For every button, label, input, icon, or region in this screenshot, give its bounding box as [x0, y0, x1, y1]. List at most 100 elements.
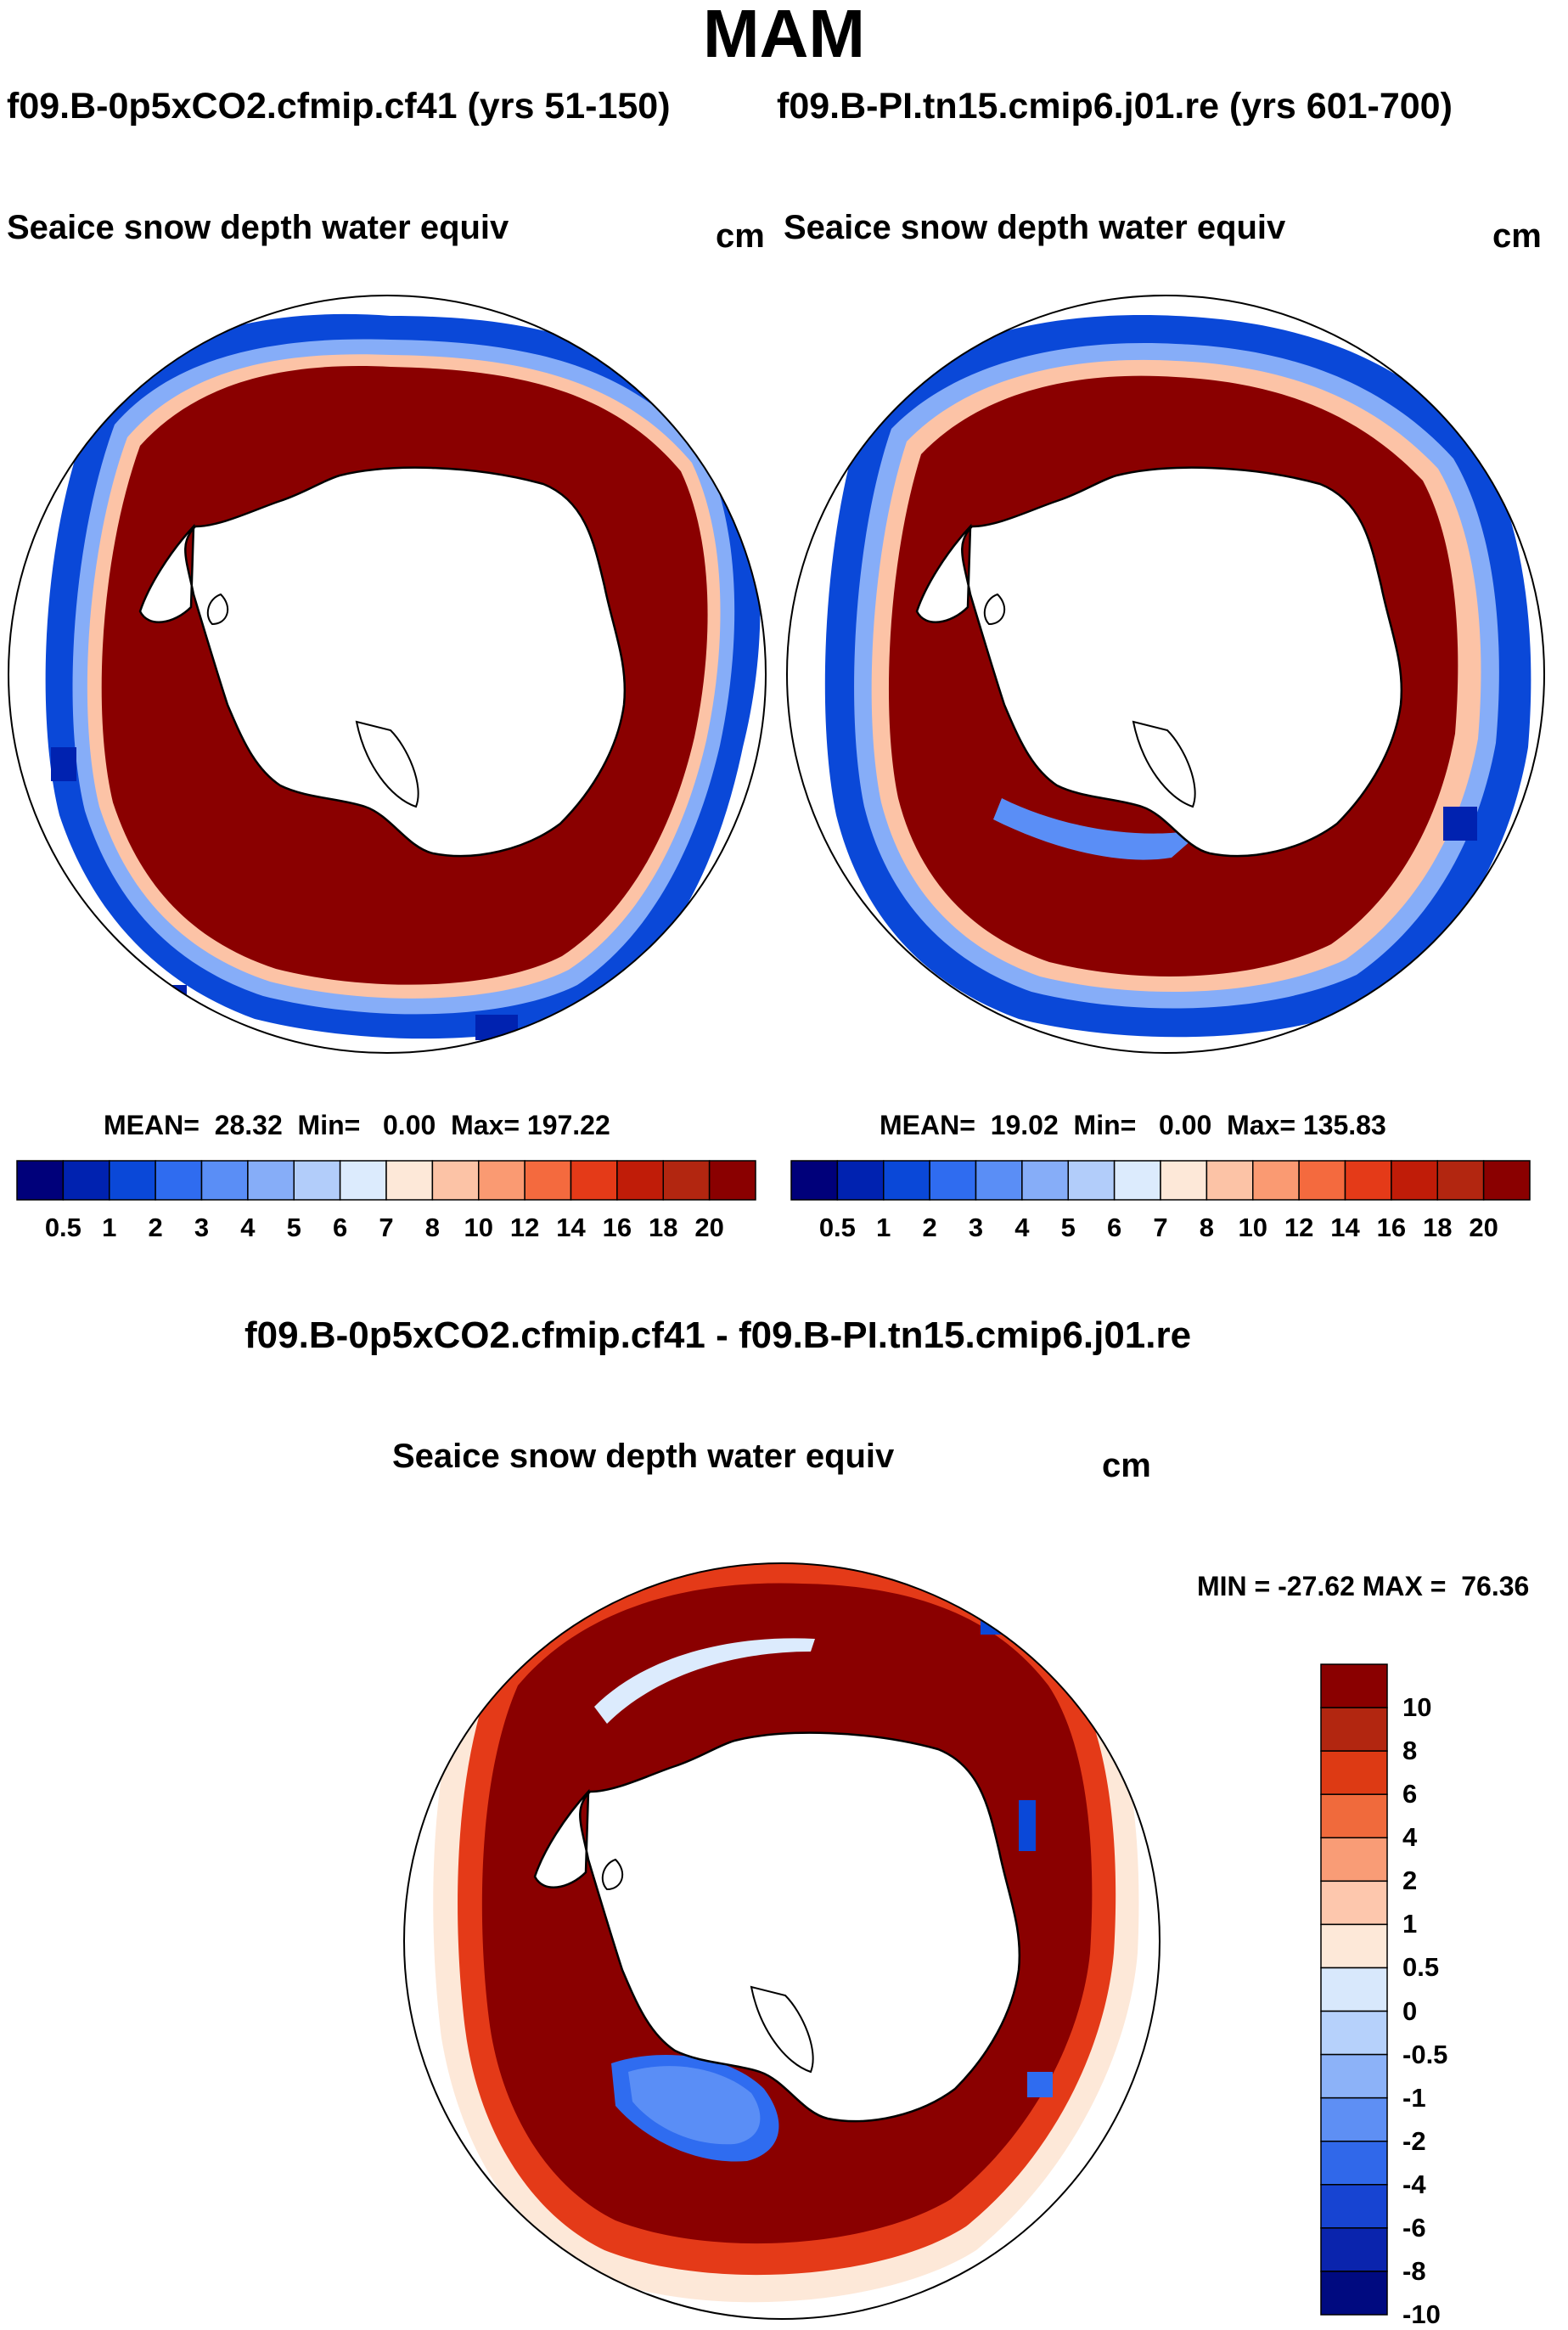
panel1-colorbar-tick-7: 7	[379, 1213, 394, 1242]
panel3-colorbar-box-5	[1320, 1880, 1388, 1926]
panel2-colorbar-tick-4: 4	[1014, 1213, 1030, 1242]
panel1-colorbar-tick-3: 3	[194, 1213, 210, 1242]
panel1-colorbar-box-12	[570, 1160, 618, 1201]
panel2-colorbar-box-12	[1344, 1160, 1392, 1201]
panel2-colorbar-box-15	[1482, 1160, 1531, 1201]
panel1-colorbar-box-7	[339, 1160, 387, 1201]
panel2-colorbar-box-6	[1067, 1160, 1116, 1201]
panel3-colorbar	[1320, 1663, 1388, 2316]
panel2-colorbar-box-4	[975, 1160, 1023, 1201]
panel1-colorbar-tick-5: 5	[286, 1213, 301, 1242]
panel1-colorbar-box-1	[62, 1160, 110, 1201]
panel3-colorbar-box-0	[1320, 1663, 1388, 1708]
panel3-units: cm	[1102, 1447, 1151, 1484]
panel1-colorbar-tick-4: 4	[240, 1213, 256, 1242]
panel3-colorbar-tick-14: -10	[1402, 2299, 1441, 2329]
panel3-colorbar-box-14	[1320, 2271, 1388, 2316]
panel2-colorbar-tick-0: 0.5	[818, 1213, 856, 1242]
panel2-colorbar	[790, 1160, 1531, 1201]
panel2-colorbar-box-7	[1113, 1160, 1161, 1201]
panel3-antarctica	[533, 1731, 1021, 2123]
panel3-colorbar-tick-9: -1	[1402, 2082, 1426, 2113]
panel2-colorbar-tick-10: 12	[1284, 1213, 1314, 1242]
panel1-colorbar-tick-6: 6	[333, 1213, 348, 1242]
panel2-stats: MEAN= 19.02 Min= 0.00 Max= 135.83	[880, 1110, 1386, 1140]
panel3-colorbar-box-9	[1320, 2053, 1388, 2099]
panel2-colorbar-tick-8: 8	[1199, 1213, 1214, 1242]
panel1-colorbar-box-5	[247, 1160, 295, 1201]
panel1-colorbar-box-14	[662, 1160, 711, 1201]
panel2-title: Seaice snow depth water equiv	[784, 209, 1286, 246]
panel3-colorbar-tick-10: -2	[1402, 2125, 1426, 2156]
panel3-colorbar-box-8	[1320, 2010, 1388, 2056]
panel1-colorbar-tick-1: 1	[102, 1213, 117, 1242]
panel2-colorbar-tick-7: 7	[1153, 1213, 1168, 1242]
panel2-colorbar-box-3	[929, 1160, 977, 1201]
panel1-colorbar-tick-13: 18	[649, 1213, 678, 1242]
panel2-colorbar-tick-5: 5	[1060, 1213, 1076, 1242]
panel3-colorbar-tick-1: 8	[1402, 1736, 1418, 1766]
panel3-colorbar-tick-11: -4	[1402, 2169, 1426, 2199]
panel3-colorbar-tick-13: -8	[1402, 2255, 1426, 2286]
panel3-colorbar-tick-7: 0	[1402, 1995, 1418, 2026]
panel2-colorbar-ticks: 0.5 1 2 3 4 5 6 7 8 10 12 14 16 18 20	[791, 1213, 1530, 1247]
panel2-colorbar-box-1	[836, 1160, 885, 1201]
panel3-colorbar-ticks: 10 8 6 4 2 1 0.5 0 -0.5 -1 -2 -4 -6 -8 -10	[1402, 1664, 1504, 2329]
panel1-colorbar-ticks: 0.5 1 2 3 4 5 6 7 8 10 12 14 16 18 20	[17, 1213, 756, 1247]
panel2-units: cm	[1492, 217, 1542, 255]
figure-title: MAM	[702, 0, 866, 71]
panel2-colorbar-tick-12: 16	[1376, 1213, 1407, 1242]
panel1-colorbar-box-0	[16, 1160, 65, 1201]
difference-title: f09.B-0p5xCO2.cfmip.cf41 - f09.B-PI.tn15…	[244, 1314, 1192, 1356]
panel3-colorbar-box-11	[1320, 2140, 1388, 2186]
panel1-boundary	[8, 295, 767, 1054]
panel3-colorbar-box-12	[1320, 2184, 1388, 2229]
panel2-colorbar-tick-2: 2	[922, 1213, 937, 1242]
panel2-colorbar-tick-9: 10	[1238, 1213, 1267, 1242]
panel1-colorbar-tick-0: 0.5	[44, 1213, 81, 1242]
panel3-colorbar-tick-3: 4	[1402, 1822, 1418, 1853]
panel3-colorbar-box-1	[1320, 1707, 1388, 1752]
panel1-colorbar-tick-9: 10	[464, 1213, 493, 1242]
panel3-stats: MIN = -27.62 MAX = 76.36	[1197, 1571, 1530, 1601]
panel1-colorbar-box-13	[616, 1160, 664, 1201]
panel1-colorbar-tick-11: 14	[556, 1213, 586, 1242]
panel1-colorbar-box-3	[155, 1160, 203, 1201]
panel1-colorbar-box-8	[385, 1160, 434, 1201]
panel2-colorbar-tick-3: 3	[968, 1213, 984, 1242]
panel2-colorbar-box-10	[1252, 1160, 1300, 1201]
panel3-colorbar-box-4	[1320, 1837, 1388, 1883]
panel2-colorbar-box-2	[883, 1160, 930, 1201]
panel2-colorbar-box-0	[790, 1160, 839, 1201]
panel2-colorbar-tick-1: 1	[876, 1213, 891, 1242]
panel1-colorbar-tick-12: 16	[602, 1213, 632, 1242]
panel3-colorbar-tick-12: -6	[1402, 2212, 1426, 2243]
panel1-colorbar-box-10	[478, 1160, 525, 1201]
panel1-colorbar-tick-2: 2	[148, 1213, 163, 1242]
panel3-colorbar-tick-5: 1	[1402, 1909, 1418, 1939]
panel1-colorbar-tick-10: 12	[509, 1213, 540, 1242]
panel1-units: cm	[716, 217, 765, 255]
panel2-antarctica	[915, 466, 1403, 858]
panel2-colorbar-tick-14: 20	[1469, 1213, 1498, 1242]
left-run-title: f09.B-0p5xCO2.cfmip.cf41 (yrs 51-150)	[7, 86, 671, 127]
panel1-colorbar-box-15	[708, 1160, 756, 1201]
panel1-colorbar-box-6	[293, 1160, 341, 1201]
panel3-colorbar-box-7	[1320, 1967, 1388, 2012]
panel1-colorbar-box-2	[109, 1160, 156, 1201]
panel3-colorbar-box-2	[1320, 1750, 1388, 1795]
panel2-colorbar-box-8	[1160, 1160, 1208, 1201]
panel3-colorbar-tick-2: 6	[1402, 1779, 1418, 1809]
panel2-colorbar-box-5	[1021, 1160, 1069, 1201]
panel3-colorbar-tick-4: 2	[1402, 1866, 1418, 1896]
right-run-title: f09.B-PI.tn15.cmip6.j01.re (yrs 601-700)	[777, 86, 1453, 127]
panel3-title: Seaice snow depth water equiv	[392, 1438, 895, 1475]
panel3-colorbar-box-13	[1320, 2227, 1388, 2272]
panel1-antarctica	[138, 466, 627, 858]
panel1-stats: MEAN= 28.32 Min= 0.00 Max= 197.22	[104, 1110, 610, 1140]
panel1-colorbar-box-11	[524, 1160, 572, 1201]
panel1-colorbar-tick-8: 8	[424, 1213, 440, 1242]
panel2-colorbar-box-11	[1298, 1160, 1346, 1201]
panel3-colorbar-box-10	[1320, 2096, 1388, 2142]
